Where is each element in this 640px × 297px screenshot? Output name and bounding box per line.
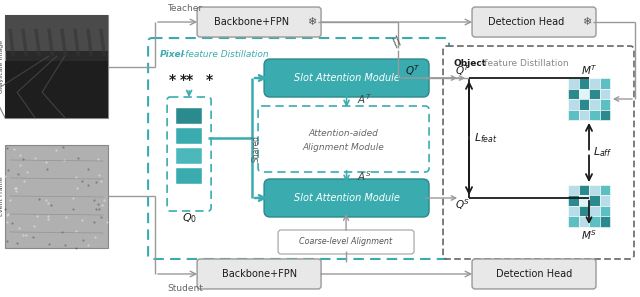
FancyBboxPatch shape [278, 230, 414, 254]
Bar [600, 195, 610, 206]
Bar [600, 99, 610, 110]
FancyBboxPatch shape [197, 7, 321, 37]
FancyBboxPatch shape [197, 259, 321, 289]
Text: $Q^S$: $Q^S$ [456, 198, 470, 212]
Bar [589, 99, 600, 110]
Text: *: * [168, 73, 175, 87]
Bar [600, 110, 610, 120]
Text: Pixel: Pixel [160, 50, 185, 59]
Text: *: * [205, 73, 212, 87]
Text: ❄: ❄ [307, 17, 317, 27]
Text: Backbone+FPN: Backbone+FPN [214, 17, 289, 27]
Bar [579, 185, 589, 195]
Bar [176, 128, 202, 144]
Bar [568, 78, 579, 89]
Text: -feature Distillation: -feature Distillation [481, 59, 569, 67]
Bar [5, 15, 108, 51]
Bar [176, 148, 202, 164]
Bar [176, 168, 202, 184]
Bar [600, 89, 610, 99]
FancyBboxPatch shape [167, 97, 211, 211]
Bar [176, 108, 202, 124]
Bar [579, 206, 589, 217]
FancyBboxPatch shape [472, 259, 596, 289]
Bar [568, 99, 579, 110]
Text: -feature Distillation: -feature Distillation [182, 50, 269, 59]
Text: Slot Attention Module: Slot Attention Module [294, 193, 399, 203]
Text: $Q^T$: $Q^T$ [405, 64, 421, 78]
Bar [589, 89, 600, 99]
FancyBboxPatch shape [472, 7, 596, 37]
Bar [579, 78, 589, 89]
Bar [5, 61, 108, 118]
Bar [600, 78, 610, 89]
Text: Object: Object [453, 59, 486, 67]
Text: $M^S$: $M^S$ [581, 228, 597, 242]
Bar [589, 195, 600, 206]
Bar [589, 206, 600, 217]
Bar [589, 217, 600, 227]
Text: Detection Head: Detection Head [496, 269, 572, 279]
FancyBboxPatch shape [264, 179, 429, 217]
Text: $A^T$: $A^T$ [356, 92, 372, 106]
Text: Attention-aided: Attention-aided [308, 129, 378, 138]
Bar [579, 99, 589, 110]
Bar [5, 145, 108, 248]
Text: ❄: ❄ [582, 17, 592, 27]
Bar [579, 89, 589, 99]
Text: $Q^T$: $Q^T$ [455, 64, 471, 78]
FancyBboxPatch shape [148, 38, 449, 259]
Text: $L_{aff}$: $L_{aff}$ [593, 146, 612, 159]
Text: Coarse-level Alignment: Coarse-level Alignment [300, 238, 392, 247]
Bar [5, 15, 108, 118]
Text: $Q_0$: $Q_0$ [182, 211, 196, 225]
Text: Alignment Module: Alignment Module [303, 143, 385, 151]
Bar [600, 206, 610, 217]
FancyBboxPatch shape [264, 59, 429, 97]
Bar [589, 78, 600, 89]
Text: Event Frame: Event Frame [0, 177, 4, 216]
Bar [589, 110, 600, 120]
Bar [589, 185, 600, 195]
Text: Slot Attention Module: Slot Attention Module [294, 73, 399, 83]
Bar [579, 195, 589, 206]
Bar [600, 217, 610, 227]
Text: Teacher: Teacher [168, 4, 203, 12]
Bar [568, 206, 579, 217]
Bar [568, 185, 579, 195]
Text: Backbone+FPN: Backbone+FPN [221, 269, 296, 279]
Text: **: ** [180, 73, 194, 87]
Text: Detection Head: Detection Head [488, 17, 564, 27]
Text: $L_{feat}$: $L_{feat}$ [474, 131, 498, 145]
Text: $A^S$: $A^S$ [356, 169, 371, 183]
Bar [579, 110, 589, 120]
Text: $M^T$: $M^T$ [580, 63, 597, 77]
FancyBboxPatch shape [258, 106, 429, 172]
Bar [568, 110, 579, 120]
Bar [568, 89, 579, 99]
Text: //: // [390, 33, 404, 49]
FancyBboxPatch shape [443, 46, 634, 259]
Text: Shared: Shared [252, 135, 260, 162]
Bar [568, 195, 579, 206]
Text: Grayscale Image: Grayscale Image [0, 40, 4, 93]
Bar [579, 217, 589, 227]
Bar [600, 185, 610, 195]
Text: Student: Student [167, 285, 203, 293]
Bar [568, 217, 579, 227]
